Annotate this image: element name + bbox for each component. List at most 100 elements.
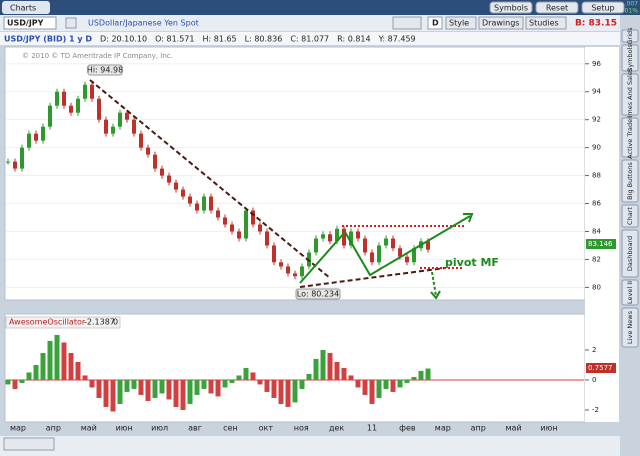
- candle: [398, 248, 402, 257]
- side-tab-label[interactable]: Big Buttons: [626, 162, 634, 200]
- side-tab[interactable]: [621, 159, 639, 203]
- x-tick-label: сен: [223, 424, 238, 433]
- osc-bar: [278, 379, 284, 404]
- candle: [104, 119, 108, 134]
- osc-bar: [257, 379, 263, 385]
- candle: [363, 238, 367, 253]
- side-tab-label[interactable]: Live News: [626, 310, 634, 344]
- candle: [34, 133, 38, 141]
- bottom-bar: [0, 436, 620, 456]
- zoom-tools[interactable]: [3, 437, 55, 451]
- candle: [237, 231, 241, 239]
- side-tab[interactable]: [621, 229, 639, 278]
- side-tab[interactable]: [621, 279, 639, 306]
- button-label[interactable]: Symbols: [494, 4, 528, 13]
- candle: [118, 112, 122, 127]
- side-tab[interactable]: [621, 73, 639, 116]
- candle: [6, 161, 10, 163]
- osc-bar: [75, 361, 81, 380]
- symbol[interactable]: USD/JPY: [7, 19, 44, 28]
- candle: [20, 147, 24, 169]
- x-tick-label: май: [506, 424, 522, 433]
- candle: [83, 84, 87, 99]
- y-tick-label: 88: [592, 172, 601, 180]
- side-tab-label[interactable]: Times And Sales: [626, 67, 634, 122]
- x-tick-label: авг: [188, 424, 202, 433]
- study-param: 0: [113, 318, 118, 327]
- info-field: C: 81.077: [290, 35, 329, 44]
- y-tick-label: 92: [592, 116, 601, 124]
- osc-bar: [334, 361, 340, 380]
- info-field: R: 0.814: [337, 35, 370, 44]
- button[interactable]: [581, 1, 625, 14]
- tab[interactable]: [2, 1, 50, 14]
- candle: [195, 203, 199, 211]
- period[interactable]: D: [432, 19, 439, 28]
- tool-label[interactable]: Studies: [529, 19, 559, 28]
- tool-icons[interactable]: [392, 16, 422, 30]
- side-tab-label[interactable]: Active Trader: [626, 116, 634, 159]
- osc-bar: [124, 379, 130, 392]
- side-tab[interactable]: [621, 307, 639, 348]
- osc-bar: [306, 373, 312, 380]
- arrow-head: [463, 213, 474, 223]
- x-tick-label: май: [81, 424, 97, 433]
- tool-button[interactable]: [525, 16, 567, 30]
- osc-bar: [145, 379, 151, 401]
- side-tab-label[interactable]: Chart: [626, 207, 634, 225]
- title-bar: [0, 0, 640, 15]
- osc-panel: [4, 313, 586, 423]
- side-tab[interactable]: [621, 117, 639, 158]
- candle: [160, 168, 164, 176]
- candle: [300, 266, 304, 277]
- tab-label[interactable]: Charts: [10, 4, 36, 13]
- side-tab[interactable]: [621, 204, 639, 228]
- osc-bar: [19, 379, 25, 383]
- side-tab-label[interactable]: Dashboard: [626, 236, 634, 271]
- button-label[interactable]: Setup: [591, 4, 614, 13]
- side-tab[interactable]: [621, 29, 639, 43]
- candle: [27, 133, 31, 148]
- period-select[interactable]: [427, 16, 443, 30]
- osc-bar: [390, 379, 396, 392]
- info-field: L: 80.836: [245, 35, 283, 44]
- button[interactable]: [535, 1, 579, 14]
- candle: [391, 238, 395, 249]
- side-tab-label[interactable]: Level II: [626, 281, 634, 304]
- osc-bar: [215, 379, 221, 397]
- high-label: Hi: 94.98: [87, 66, 123, 75]
- button-label[interactable]: Reset: [546, 4, 568, 13]
- osc-bar: [96, 379, 102, 398]
- side-tab[interactable]: [621, 44, 639, 72]
- osc-bar: [117, 379, 123, 404]
- side-tab-label[interactable]: Grids: [626, 27, 634, 45]
- osc-bar: [418, 370, 424, 380]
- candle: [265, 231, 269, 246]
- candle: [258, 224, 262, 232]
- bid: B: 83.15: [575, 19, 617, 29]
- osc-bar: [313, 358, 319, 380]
- tool-label[interactable]: Style: [449, 19, 469, 28]
- arrow: [431, 271, 437, 297]
- osc-bar: [82, 375, 88, 380]
- info-field: D: 20.10.10: [100, 35, 147, 44]
- tool-button[interactable]: [445, 16, 477, 30]
- osc-bar: [5, 379, 11, 385]
- osc-bar: [131, 379, 137, 389]
- info-field: H: 81.65: [202, 35, 236, 44]
- icon[interactable]: [65, 17, 77, 29]
- candle: [370, 252, 374, 263]
- candle: [90, 84, 94, 99]
- y-tick-label: 2: [592, 346, 596, 354]
- tool-button[interactable]: [478, 16, 524, 30]
- candle: [279, 262, 283, 267]
- symbol-input[interactable]: [3, 16, 57, 30]
- button[interactable]: [489, 1, 533, 14]
- tool-label[interactable]: Drawings: [482, 19, 519, 28]
- info-bar: [0, 32, 620, 45]
- osc-bar: [404, 379, 410, 383]
- side-tab-label[interactable]: Symbols: [626, 44, 634, 72]
- osc-bar: [397, 379, 403, 388]
- osc-bar: [229, 379, 235, 383]
- osc-bar: [40, 352, 46, 380]
